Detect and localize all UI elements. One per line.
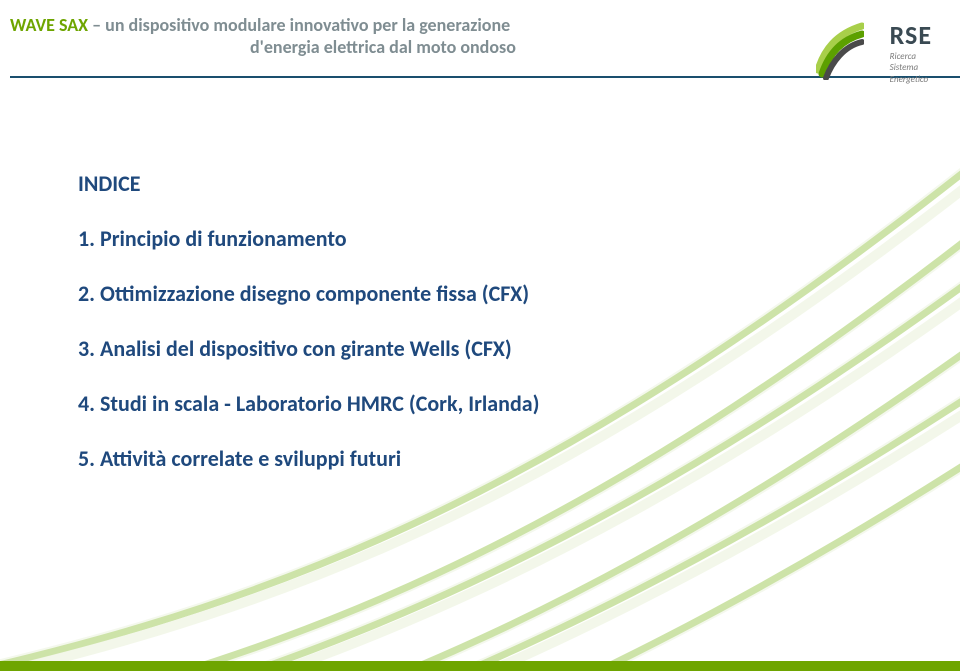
index-item-2: 2. Ottimizzazione disegno componente fis…	[78, 280, 798, 307]
index-item-3: 3. Analisi del dispositivo con girante W…	[78, 335, 798, 362]
index-item-4: 4. Studi in scala - Laboratorio HMRC (Co…	[78, 390, 798, 417]
rse-logo-icon: RSE Ricerca Sistema Energetico	[822, 18, 932, 78]
header-title-block: WAVE SAX – un dispositivo modulare innov…	[10, 14, 650, 58]
logo-sub-1: Ricerca	[890, 51, 932, 62]
content: INDICE 1. Principio di funzionamento 2. …	[78, 170, 798, 500]
header-line-1: WAVE SAX – un dispositivo modulare innov…	[10, 14, 650, 36]
index-item-5: 5. Attività correlate e sviluppi futuri	[78, 445, 798, 472]
logo-sub-3: Energetico	[890, 74, 932, 85]
header-subtitle-2: d'energia elettrica dal moto ondoso	[10, 36, 650, 58]
footer-bar	[0, 661, 960, 671]
logo-sub-2: Sistema	[890, 62, 932, 73]
content-heading: INDICE	[78, 170, 798, 197]
slide-header: WAVE SAX – un dispositivo modulare innov…	[10, 14, 940, 84]
rse-logo: RSE Ricerca Sistema Energetico	[822, 18, 932, 80]
index-item-1: 1. Principio di funzionamento	[78, 225, 798, 252]
logo-name: RSE	[890, 22, 932, 48]
brand-name: WAVE SAX	[10, 14, 88, 36]
header-subtitle-1: – un dispositivo modulare innovativo per…	[88, 14, 510, 36]
